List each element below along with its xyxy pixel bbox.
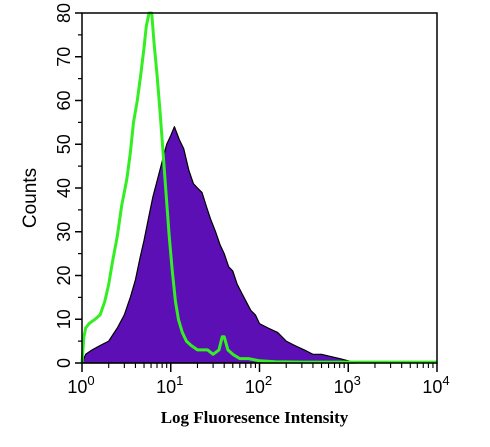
histogram-filled-series	[81, 126, 356, 364]
y-tick-label: 60	[54, 90, 74, 110]
x-tick-label: 101	[156, 373, 183, 397]
x-tick-label: 102	[245, 373, 272, 397]
y-tick-label: 0	[54, 358, 74, 368]
x-tick-label: 100	[67, 373, 94, 397]
y-tick-label: 30	[54, 222, 74, 242]
y-tick-label: 10	[54, 309, 74, 329]
y-tick-label: 80	[54, 3, 74, 23]
y-tick-label: 50	[54, 134, 74, 154]
x-axis-label: Log Fluoresence Intensity	[161, 408, 349, 427]
x-tick-label: 104	[422, 373, 449, 397]
x-tick-label: 103	[334, 373, 361, 397]
y-tick-label: 70	[54, 47, 74, 67]
y-axis-label: Counts	[20, 168, 41, 228]
y-tick-label: 40	[54, 178, 74, 198]
y-tick-label: 20	[54, 265, 74, 285]
histogram-line-series	[80, 11, 437, 364]
